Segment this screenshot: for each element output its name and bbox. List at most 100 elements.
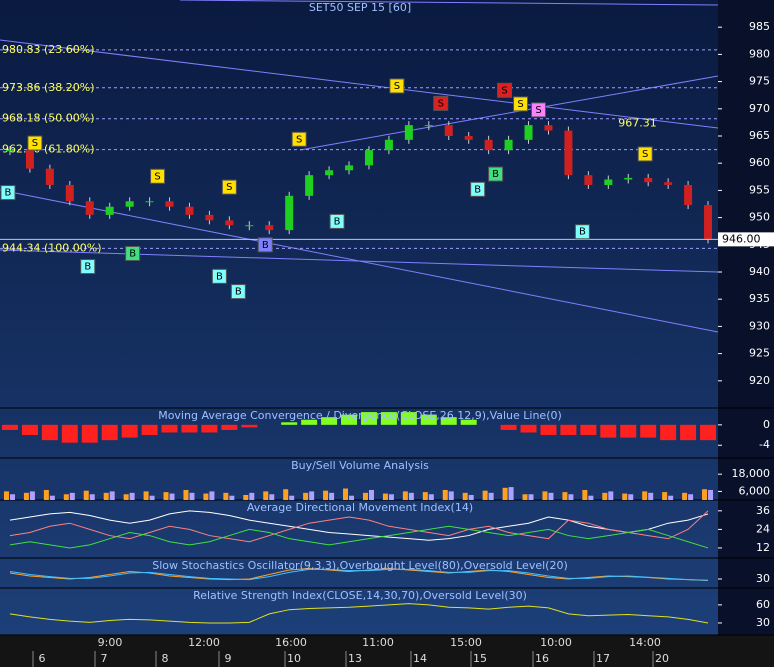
time-label: 11:00 xyxy=(362,636,394,649)
volume-bar xyxy=(229,495,235,500)
candle xyxy=(25,150,34,169)
volume-bar xyxy=(668,495,674,500)
panel-title: Relative Strength Index(CLOSE,14,30,70),… xyxy=(193,589,527,602)
volume-bar xyxy=(189,492,195,500)
signal-label: S xyxy=(438,98,444,109)
y-tick-label: 920 xyxy=(749,374,770,387)
signal xyxy=(257,237,273,253)
volume-bar xyxy=(588,495,594,500)
y-tick-label: 965 xyxy=(749,129,770,142)
volume-bar xyxy=(462,492,468,500)
macd-bar xyxy=(221,424,238,430)
volume-bar xyxy=(183,489,189,500)
candle xyxy=(664,182,673,185)
day-label: 20 xyxy=(655,652,669,665)
y-tick-label: -4 xyxy=(759,438,770,451)
signal-label: S xyxy=(517,99,523,110)
signal xyxy=(497,82,513,98)
signal xyxy=(27,135,43,151)
macd-bar xyxy=(580,424,597,436)
candle xyxy=(504,139,513,151)
macd-bar xyxy=(161,424,178,433)
volume-bar xyxy=(522,494,528,500)
signal xyxy=(221,179,237,195)
chart-title: SET50 SEP 15 [60] xyxy=(309,1,411,14)
signal-label: S xyxy=(226,182,232,193)
candle xyxy=(424,125,433,127)
signal xyxy=(531,102,546,118)
signal xyxy=(0,185,16,201)
last-box xyxy=(718,232,774,247)
y-tick-label: 18,000 xyxy=(732,467,771,480)
signal-label: S xyxy=(394,81,400,92)
volume-bar xyxy=(582,489,588,500)
y-tick-label: 12 xyxy=(756,541,770,554)
macd-bar xyxy=(61,424,78,443)
volume-bar xyxy=(648,492,654,500)
signal xyxy=(211,268,227,284)
candle xyxy=(644,177,653,183)
volume-bar xyxy=(428,494,434,500)
y-tick-label: 970 xyxy=(749,102,770,115)
volume-bar xyxy=(289,495,295,500)
day-label: 8 xyxy=(162,652,169,665)
signal xyxy=(637,146,653,162)
volume-bar xyxy=(149,495,155,500)
panel-title: Moving Average Convergence / Divergence(… xyxy=(158,409,562,422)
signal xyxy=(433,95,449,111)
volume-bar xyxy=(408,492,414,500)
volume-bar xyxy=(223,492,229,500)
volume-bar xyxy=(129,492,135,500)
macd-bar xyxy=(360,412,377,425)
candle xyxy=(684,184,693,206)
volume-bar xyxy=(349,495,355,500)
volume-bar xyxy=(468,494,474,500)
volume-bar xyxy=(83,490,89,500)
macd-bar xyxy=(201,424,218,433)
y-tick-label: 30 xyxy=(756,572,770,585)
signal xyxy=(574,224,590,240)
volume-bar xyxy=(382,493,388,500)
y-tick-label: 955 xyxy=(749,183,770,196)
candle xyxy=(624,177,633,180)
y-tick-label: 935 xyxy=(749,292,770,305)
signal xyxy=(125,246,141,262)
volume-bar xyxy=(708,489,714,500)
volume-bar xyxy=(243,494,249,500)
fib-label: 973.86 (38.20%) xyxy=(2,81,95,94)
macd-bar xyxy=(301,419,318,425)
volume-bar xyxy=(249,492,255,500)
signal xyxy=(291,131,307,147)
signal-label: B xyxy=(129,249,136,260)
volume-bar xyxy=(568,494,574,500)
macd-bar xyxy=(400,412,417,425)
signal-label: S xyxy=(535,105,541,116)
signal-label: B xyxy=(474,184,481,195)
volume-bar xyxy=(662,492,668,500)
candle xyxy=(484,139,493,151)
macd-bar xyxy=(420,414,437,425)
panel-title: Slow Stochastics Oscillator(9,3,3),Overb… xyxy=(152,559,568,572)
candle xyxy=(584,175,593,185)
candle xyxy=(45,168,54,185)
panel-title: Buy/Sell Volume Analysis xyxy=(291,459,429,472)
y-tick-label: 24 xyxy=(756,522,770,535)
signal xyxy=(470,181,486,197)
volume-bar xyxy=(502,487,508,500)
volume-bar xyxy=(163,492,169,500)
volume-bar xyxy=(263,491,269,500)
time-axis-background xyxy=(0,635,774,667)
volume-bar xyxy=(622,493,628,500)
candle xyxy=(464,136,473,140)
fib-label: 968.18 (50.00%) xyxy=(2,112,95,125)
volume-bar xyxy=(49,495,55,500)
macd-bar xyxy=(560,424,577,436)
candle xyxy=(165,201,174,207)
macd-bar xyxy=(141,424,158,436)
volume-bar xyxy=(343,488,349,500)
volume-bar xyxy=(3,491,9,500)
volume-bar xyxy=(422,492,428,500)
candle xyxy=(85,201,94,215)
macd-bar xyxy=(341,414,358,425)
volume-bar xyxy=(642,491,648,500)
